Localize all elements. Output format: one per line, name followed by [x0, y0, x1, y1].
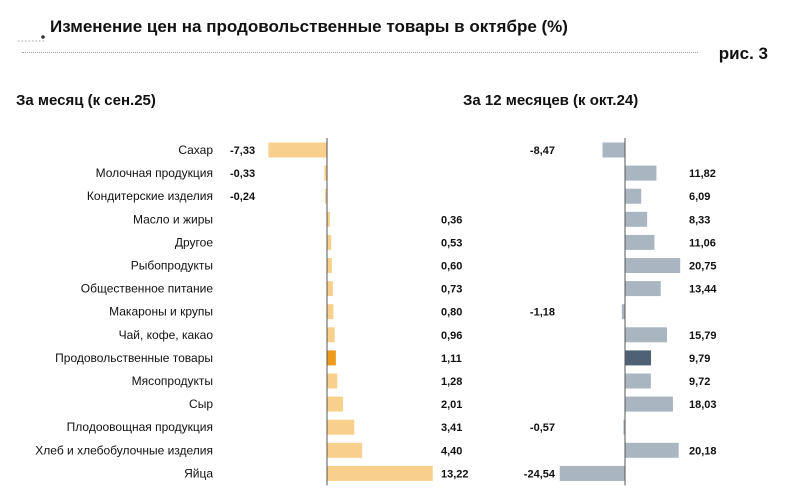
yearly-bar	[621, 304, 625, 320]
yearly-panel-title: За 12 месяцев (к окт.24)	[463, 92, 639, 109]
category-label: Плодоовощная продукция	[67, 420, 213, 434]
yearly-value-label: 13,44	[689, 284, 717, 296]
category-label: Мясопродукты	[132, 374, 213, 388]
chart-title: Изменение цен на продовольственные товар…	[50, 17, 568, 36]
yearly-value-label: 20,75	[689, 261, 717, 273]
category-label: Чай, кофе, какао	[119, 328, 214, 342]
category-label: Рыбопродукты	[131, 259, 213, 273]
figure-label: рис. 3	[718, 44, 768, 63]
yearly-value-label: -0,57	[530, 422, 555, 434]
category-label: Молочная продукция	[96, 166, 213, 180]
monthly-value-label: 1,11	[441, 353, 462, 365]
yearly-value-label: 15,79	[689, 330, 717, 342]
yearly-value-label: 18,03	[689, 399, 717, 411]
yearly-bar	[625, 211, 648, 227]
title-marker-icon	[18, 35, 45, 42]
yearly-value-label: 9,72	[689, 376, 710, 388]
category-label: Сахар	[178, 143, 213, 157]
category-label: Другое	[175, 235, 213, 249]
monthly-bar	[324, 165, 327, 181]
yearly-bar	[602, 142, 625, 158]
monthly-value-label: 4,40	[441, 445, 462, 457]
category-label: Кондитерские изделия	[87, 189, 213, 203]
yearly-value-label: 11,82	[689, 168, 716, 180]
yearly-bar	[625, 373, 651, 389]
monthly-bar	[327, 211, 330, 227]
figure-divider	[22, 52, 698, 53]
yearly-bar	[625, 350, 652, 366]
monthly-bar	[327, 373, 338, 389]
yearly-value-label: 11,06	[689, 237, 716, 249]
monthly-bar	[327, 419, 355, 435]
monthly-value-label: 0,96	[441, 330, 462, 342]
yearly-value-label: -24,54	[524, 468, 556, 480]
monthly-value-label: 0,80	[441, 307, 462, 319]
yearly-bar	[625, 327, 668, 343]
yearly-value-label: 6,09	[689, 191, 710, 203]
yearly-value-label: 8,33	[689, 214, 710, 226]
monthly-value-label: 0,53	[441, 237, 462, 249]
yearly-bar	[625, 234, 655, 250]
monthly-bar	[327, 442, 363, 458]
category-label: Масло и жиры	[133, 212, 213, 226]
monthly-value-label: -0,24	[230, 191, 256, 203]
yearly-bar	[625, 165, 657, 181]
yearly-bar	[625, 442, 679, 458]
monthly-value-label: 0,36	[441, 214, 462, 226]
category-label: Общественное питание	[81, 282, 214, 296]
monthly-value-label: 0,73	[441, 284, 462, 296]
monthly-panel-title: За месяц (к сен.25)	[16, 92, 156, 109]
monthly-bar	[327, 304, 334, 320]
monthly-bar	[268, 142, 327, 158]
monthly-value-label: 2,01	[441, 399, 462, 411]
yearly-bar	[623, 419, 625, 435]
monthly-value-label: 1,28	[441, 376, 462, 388]
yearly-bar	[559, 465, 625, 481]
monthly-bar	[325, 188, 327, 204]
category-label: Продовольственные товары	[55, 351, 213, 365]
yearly-bar	[625, 258, 681, 273]
monthly-bar	[327, 234, 332, 250]
yearly-value-label: -8,47	[530, 145, 555, 157]
monthly-bar	[327, 396, 344, 412]
category-label: Сыр	[189, 397, 213, 411]
monthly-value-label: 13,22	[441, 468, 469, 480]
yearly-bar	[625, 188, 642, 204]
monthly-value-label: 3,41	[441, 422, 462, 434]
monthly-bar	[327, 465, 433, 481]
monthly-bar	[327, 327, 335, 343]
category-label: Макароны и крупы	[109, 305, 213, 319]
yearly-value-label: 20,18	[689, 445, 717, 457]
category-label: Яйца	[184, 466, 213, 480]
yearly-value-label: 9,79	[689, 353, 710, 365]
monthly-value-label: 0,60	[441, 261, 462, 273]
monthly-value-label: -7,33	[230, 145, 255, 157]
yearly-bar	[625, 281, 661, 297]
monthly-value-label: -0,33	[230, 168, 255, 180]
yearly-value-label: -1,18	[530, 307, 555, 319]
yearly-bar	[625, 396, 673, 412]
category-label: Хлеб и хлебобулочные изделия	[35, 443, 213, 457]
monthly-bar	[327, 350, 336, 366]
monthly-bar	[327, 258, 332, 273]
monthly-bar	[327, 281, 333, 297]
